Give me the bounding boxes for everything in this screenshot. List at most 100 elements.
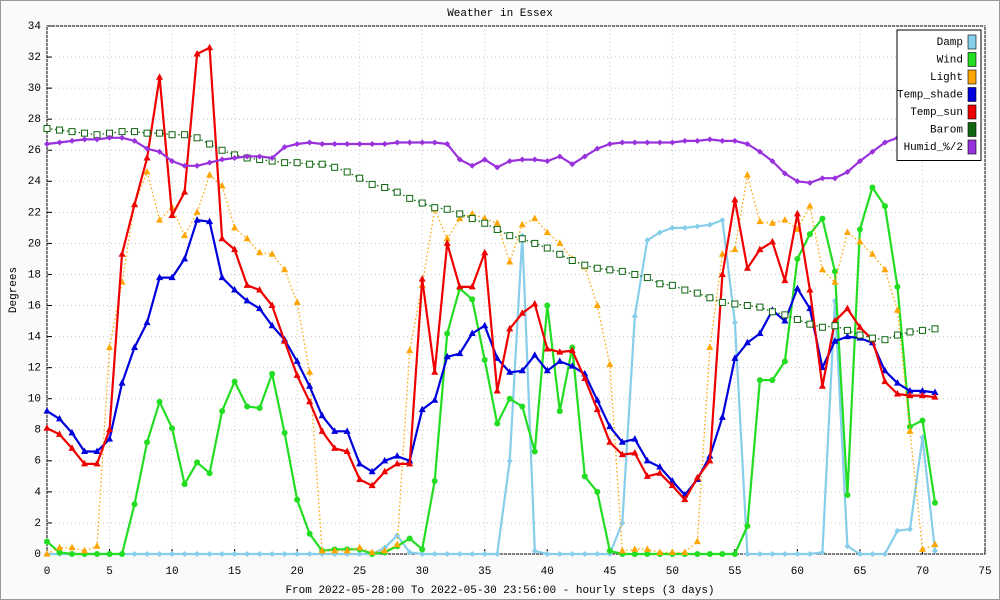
- point: [481, 551, 488, 557]
- point: [218, 181, 226, 189]
- point: [93, 447, 101, 455]
- point: [768, 219, 776, 226]
- x-tick-label: 25: [353, 566, 366, 578]
- x-tick-label: 45: [603, 566, 616, 578]
- point: [606, 422, 614, 430]
- x-tick-label: 75: [978, 566, 991, 578]
- x-tick-label: 65: [853, 566, 866, 578]
- point: [419, 546, 426, 553]
- point: [256, 405, 263, 412]
- point: [756, 245, 764, 253]
- point: [519, 156, 526, 163]
- point: [419, 551, 426, 557]
- point: [706, 294, 714, 302]
- y-tick-label: 24: [28, 176, 42, 188]
- point: [781, 551, 788, 557]
- point: [306, 160, 314, 168]
- point: [456, 349, 464, 357]
- legend-swatch: [967, 104, 977, 120]
- point: [293, 159, 301, 167]
- legend-label: Temp_shade: [897, 89, 963, 101]
- point: [218, 273, 226, 281]
- point: [406, 535, 413, 542]
- point: [768, 237, 776, 245]
- point: [318, 411, 326, 419]
- point: [381, 467, 389, 475]
- legend-label: Temp_sun: [910, 107, 963, 119]
- point: [131, 551, 138, 557]
- legend-label: Barom: [930, 124, 963, 136]
- point: [118, 250, 126, 257]
- point: [131, 137, 138, 144]
- point: [743, 338, 751, 346]
- point: [593, 396, 601, 403]
- point: [781, 170, 788, 177]
- point: [506, 232, 514, 240]
- point: [718, 298, 726, 306]
- point: [431, 551, 438, 557]
- point: [193, 134, 201, 142]
- point: [731, 195, 739, 203]
- point: [506, 395, 513, 402]
- point: [693, 537, 701, 545]
- point: [931, 499, 938, 506]
- y-tick-label: 0: [34, 549, 41, 561]
- point: [856, 158, 863, 165]
- point: [43, 550, 51, 557]
- point: [431, 396, 439, 403]
- point: [68, 128, 76, 136]
- point: [806, 551, 813, 557]
- y-tick-label: 10: [28, 394, 41, 406]
- point: [544, 302, 551, 309]
- point: [606, 438, 614, 445]
- point: [456, 282, 464, 290]
- point: [456, 551, 463, 557]
- y-tick-label: 20: [28, 238, 41, 250]
- point: [556, 357, 564, 364]
- point: [43, 407, 51, 414]
- point: [918, 326, 926, 334]
- point: [593, 301, 601, 309]
- legend-label: Light: [930, 72, 963, 84]
- legend-swatch: [967, 139, 977, 155]
- plot-area: [46, 25, 986, 555]
- point: [706, 136, 713, 143]
- point: [718, 250, 726, 257]
- point: [531, 351, 539, 358]
- y-tick-label: 2: [34, 518, 41, 530]
- point: [794, 178, 801, 185]
- point: [93, 542, 101, 549]
- point: [781, 317, 789, 324]
- point: [381, 546, 389, 554]
- point: [893, 379, 901, 386]
- point: [393, 452, 401, 459]
- point: [206, 140, 214, 148]
- y-tick-label: 8: [34, 425, 41, 437]
- point: [468, 282, 476, 290]
- point: [643, 274, 651, 282]
- point: [606, 141, 613, 148]
- point: [593, 405, 601, 413]
- point: [168, 131, 176, 139]
- point: [143, 129, 151, 137]
- point: [368, 548, 376, 555]
- point: [643, 472, 651, 479]
- point: [793, 284, 801, 291]
- point: [119, 134, 126, 141]
- point: [893, 390, 901, 397]
- point: [356, 459, 364, 467]
- point: [743, 264, 751, 271]
- point: [456, 214, 464, 222]
- point: [644, 551, 651, 557]
- point: [493, 219, 501, 226]
- point: [568, 346, 576, 354]
- legend-swatch: [967, 69, 977, 85]
- point: [194, 162, 201, 169]
- point: [481, 356, 488, 363]
- x-tick-label: 60: [791, 566, 804, 578]
- point: [719, 137, 726, 144]
- point: [631, 139, 638, 146]
- point: [431, 139, 438, 146]
- x-axis-label: From 2022-05-28:00 To 2022-05-30 23:56:0…: [285, 585, 714, 597]
- point: [356, 543, 364, 551]
